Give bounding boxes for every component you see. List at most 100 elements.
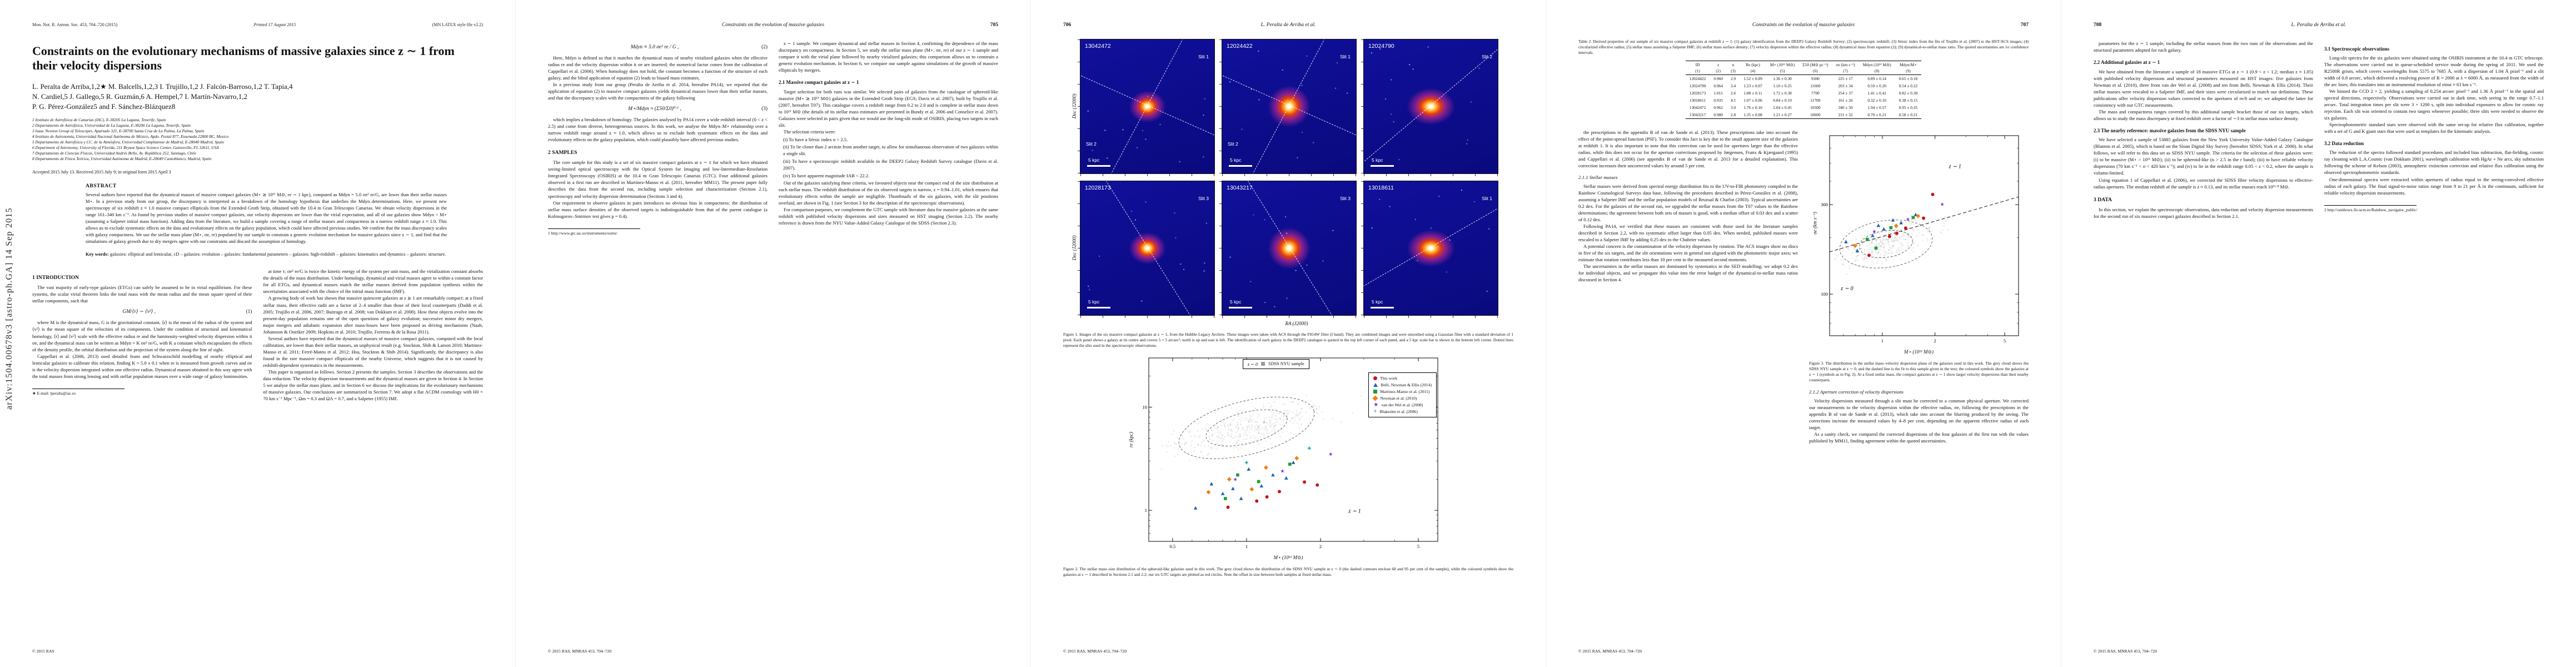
running-title: Constraints on the evolution of massive … (721, 22, 825, 28)
table2-cell: 11600 (1810, 83, 1821, 88)
table2-cell: 10500 (1810, 104, 1821, 110)
svg-text:5: 5 (1417, 544, 1419, 549)
paragraph: For comparison purposes, we complement t… (779, 207, 998, 226)
table2-cell: 13018611 (1689, 97, 1706, 103)
subsection-heading: 3.2 Data reduction (2324, 141, 2364, 147)
page-number: 706 (1063, 22, 1072, 28)
table2-cell: 0.960 (1713, 76, 1723, 81)
table2-cell: 0.59 ± 0.20 (1867, 83, 1886, 88)
affiliation: 6 Department of Astronomy, University of… (32, 145, 219, 151)
slit-line (1364, 41, 1498, 171)
column-left: the prescriptions in the appendix B of v… (1578, 129, 1798, 444)
footnote[interactable]: ★ E-mail: lperalta@iac.es (32, 390, 76, 396)
paragraph: z ∼ 1 sample. We compare dynamical and s… (779, 41, 998, 73)
table2-row: 12024422 0.960 2.9 1.52 ± 0.09 1.36 ± 0.30 93… (1686, 74, 1921, 82)
received-accepted-dates: Accepted 2015 July 13. Received 2015 Jul… (32, 170, 171, 175)
column-right: z ∼ 1 sample. We compare dynamical and s… (779, 40, 998, 236)
slit-label: Slit 1 (1340, 54, 1351, 59)
galaxy-id-label: 12028173 (1085, 185, 1111, 191)
table2-cell: 0.65 ± 0.18 (1899, 76, 1918, 81)
galaxy-id-label: 13043217 (1227, 185, 1253, 191)
equation-number: (2) (761, 44, 768, 50)
table2-row: 13043217 0.980 2.8 1.35 ± 0.08 1.21 ± 0.27 10… (1686, 111, 1921, 119)
journal-reference: Mon. Not. R. Astron. Soc. 453, 704–720 (… (32, 22, 118, 27)
triangle-marker-icon (1373, 382, 1378, 387)
figure-1: Dec (J2000) Dec (J2000) Slit 1 Slit 2 1304… (1063, 39, 1513, 349)
table2-cell: 2.9 (1730, 76, 1736, 81)
table2-cell: 0.82 ± 0.30 (1899, 90, 1918, 96)
galaxy-stamp: Slit 1 13018611 5 kpc (1361, 181, 1498, 318)
z0-annotation: z ∼ 0 (1247, 361, 1258, 367)
author-list: L. Peralta de Arriba,1,2★ M. Balcells,1,… (32, 82, 483, 112)
paragraph: The reduction of the spectra followed st… (2324, 150, 2544, 176)
table2-cell: 0.980 (1713, 112, 1723, 117)
arxiv-stamp: arXiv:1504.00678v3 [astro-ph.GA] 14 Sep … (4, 207, 14, 410)
table2-column-header: Mdyn/M⋆ (1899, 62, 1917, 67)
page-footer: © 2015 RAS, MNRAS 453, 704–720 (2094, 649, 2157, 654)
footnote[interactable]: 2 http://rainbowx.fis.ucm.es/Rainbow_nav… (2324, 207, 2418, 212)
page-708: L. Peralta de Arriba et al. 708 paramete… (2061, 0, 2576, 667)
equation-body: M⋆/Mdyn ≈ (Σ50/Σ0)⁰·⁶ , (628, 106, 681, 112)
equation-body: GM/⟨r⟩ ∼ ⟨v²⟩ , (122, 309, 156, 315)
fig3-caption: Figure 3. The distribution in the stella… (1809, 360, 2029, 383)
table2-cell: 2.04 ± 0.45 (1773, 104, 1792, 110)
galaxy-stamp: Slit 1 Slit 2 13042472 5 kpc (1078, 39, 1215, 176)
scale-bar-label: 5 kpc (1230, 157, 1242, 163)
table2-cell: 0.32 ± 0.10 (1867, 97, 1886, 103)
footnote[interactable]: 1 http://www.gtc.iac.es/instruments/osir… (548, 230, 617, 236)
fig1-x-axis-label: RA (J2000) (1285, 321, 1308, 326)
scale-bar (1087, 165, 1110, 167)
paragraph: parameters for the z ∼ 1 sample, includi… (2094, 41, 2313, 53)
svg-text:300: 300 (1821, 202, 1828, 207)
table2-cell: 12024790 (1689, 83, 1706, 88)
table2-cell: 1.72 ± 0.38 (1773, 90, 1792, 96)
column-left: 1 INTRODUCTION The vast majority of early… (32, 268, 252, 402)
slit-line (1242, 39, 1337, 173)
slit-line (1094, 181, 1201, 315)
star-marker-icon: ★ (1373, 401, 1379, 408)
running-title: Constraints on the evolution of massive … (1752, 22, 1855, 28)
slit-line (1235, 181, 1343, 315)
subsubsection-heading: 2.1.1 Stellar masses (1578, 174, 1618, 180)
page-704: Mon. Not. R. Astron. Soc. 453, 704–720 (… (0, 0, 515, 667)
table2-column-number: (8) (1874, 68, 1880, 73)
legend-label: Martinez-Manso et al. (2011) (1380, 389, 1430, 394)
figure-2: re (kpc) z ∼ 0 SDSS NYU sample 0.5 1 2 5 1 10… (1063, 354, 1513, 578)
running-title: L. Peralta de Arriba et al. (2291, 22, 2346, 28)
paragraph: where M is the dynamical mass, G is the … (32, 320, 252, 352)
table2-cell: 4.1 (1730, 97, 1736, 103)
legend-entry: This work (1373, 376, 1432, 381)
table2-column-header: Mdyn (10¹¹ M⊙) (1862, 62, 1891, 67)
table2-cell: 225 ± 17 (1838, 76, 1853, 81)
legend-entry: Martinez-Manso et al. (2011) (1373, 389, 1432, 394)
list-item: (ii) To lie closer than 2 arcmin from an… (783, 144, 998, 157)
svg-text:0.5: 0.5 (1170, 544, 1176, 549)
affiliation: 1 Instituto de Astrofísica de Canarias (… (32, 117, 166, 123)
page-707: Constraints on the evolution of massive … (1546, 0, 2061, 667)
square-marker-icon (1373, 389, 1378, 394)
table2-cell: 0.54 ± 0.22 (1899, 83, 1918, 88)
scale-bar-label: 5 kpc (1088, 157, 1100, 163)
paragraph: This paper is organized as follows. Sect… (263, 369, 484, 401)
fig1-caption: Figure 1. Images of the six massive comp… (1063, 332, 1513, 349)
table2-column-header: Σ50 (M⊙ pc⁻²) (1802, 62, 1828, 67)
svg-text:★: ★ (1233, 476, 1238, 482)
slit-label: Slit 3 (1340, 196, 1351, 201)
paragraph: A potential concern is the contamination… (1578, 243, 1798, 263)
scale-bar (1371, 307, 1394, 308)
paragraph: Velocity dispersions measured through a … (1809, 397, 2029, 430)
table2-cell: 2.6 (1730, 90, 1736, 96)
table2-cell: 1.76 ± 0.10 (1743, 104, 1762, 110)
table2-cell: 13042472 (1689, 104, 1706, 110)
table2-cell: 0.95 ± 0.35 (1899, 104, 1918, 110)
list-item: (iv) To have apparent magnitude IAB < 22… (783, 172, 870, 178)
table2-column-number: (2) (1716, 68, 1721, 73)
paragraph: In this section, we explain the spectros… (2094, 206, 2313, 219)
paragraph: Using equation 1 of Cappellari et al. (2… (2094, 177, 2313, 190)
table2-cell: 1.23 ± 0.07 (1743, 83, 1762, 88)
slit-line (1364, 196, 1498, 298)
equation: Mdyn ≡ 5.0 σe² re / G , (2) (548, 44, 768, 50)
affiliation: 3 Isaac Newton Group of Telescopes, Apar… (32, 128, 205, 134)
paragraph: In a previous study from our group (Pera… (548, 82, 768, 101)
paragraph: Out of the galaxies satisfying these cri… (779, 180, 998, 206)
